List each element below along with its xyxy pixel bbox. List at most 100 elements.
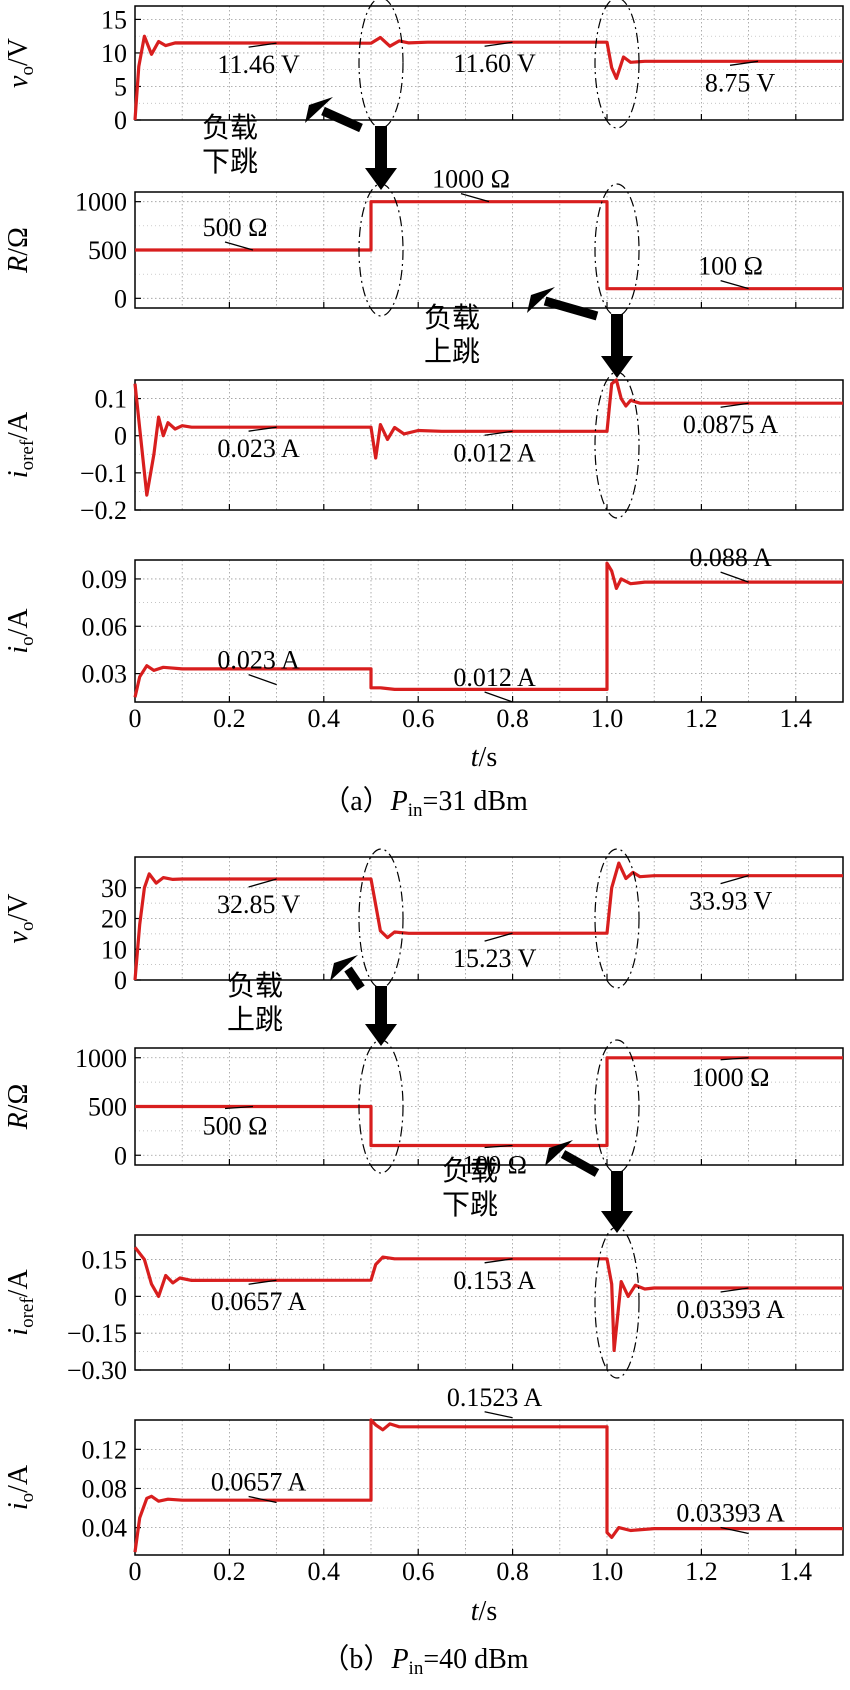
event-label: 负载	[424, 301, 480, 334]
x-tick-label: 0.6	[402, 704, 435, 733]
x-tick-label: 1.4	[780, 1557, 813, 1586]
annotation-leader	[720, 402, 749, 408]
figure-a: 0 5 10 15 vo/V 11.46 V 11.60 V 8.75 V 0 500 1000 R/…	[3, 0, 844, 821]
y-tick-label: −0.2	[80, 496, 127, 525]
annotation-leader	[484, 691, 513, 703]
annotation-leader	[224, 1105, 254, 1110]
y-tick-label: −0.15	[67, 1319, 127, 1348]
y-axis-label: io/A	[3, 608, 38, 654]
event-arrow-diagonal	[321, 106, 363, 133]
x-tick-label: 0.6	[402, 1557, 435, 1586]
figure-caption: （b）Pin=40 dBm	[321, 1643, 528, 1679]
event-arrow-diagonal	[543, 296, 599, 321]
x-tick-label: 1.4	[780, 704, 813, 733]
annotation-leader	[248, 1495, 277, 1504]
panel-R: 0 500 1000 R/Ω 500 Ω 100 Ω 1000 Ω	[3, 1039, 844, 1180]
y-tick-label: 500	[88, 1093, 127, 1122]
grid	[135, 380, 844, 511]
event-arrow-head	[330, 955, 358, 981]
annotation-label: 0.03393 A	[676, 1499, 785, 1528]
y-tick-label: −0.30	[67, 1356, 127, 1385]
annotation-label: 32.85 V	[217, 890, 301, 919]
annotation-leader	[248, 1279, 277, 1285]
panel-frame	[134, 1234, 844, 1371]
y-axis-label: R/Ω	[3, 1084, 34, 1131]
y-tick-label: 0.12	[82, 1435, 128, 1464]
annotation-leader	[248, 42, 277, 48]
annotation-label: 0.0657 A	[211, 1287, 307, 1316]
y-tick-label: 0	[114, 422, 127, 451]
annotation-label: 100 Ω	[462, 1151, 527, 1180]
y-tick-label: 0.04	[82, 1514, 128, 1543]
y-tick-label: 20	[101, 905, 127, 934]
y-tick-label: 1000	[75, 188, 127, 217]
x-tick-label: 0.8	[496, 1557, 529, 1586]
y-tick-label: 5	[114, 72, 127, 101]
annotation-label: 1000 Ω	[432, 165, 510, 194]
annotation-leader	[729, 60, 759, 66]
annotation-leader	[248, 878, 277, 888]
annotation-leader	[484, 430, 513, 436]
y-axis-label: ioref/A	[3, 1269, 38, 1336]
y-tick-label: 0	[114, 1282, 127, 1311]
event-arrow-head	[545, 1140, 573, 1166]
y-tick-label: 0.09	[82, 565, 128, 594]
event-arrow-down	[365, 126, 397, 190]
y-tick-label: 10	[101, 39, 127, 68]
y-tick-label: 30	[101, 874, 127, 903]
annotation-leader	[224, 241, 254, 251]
event-arrow-diagonal	[560, 1150, 600, 1177]
event-ellipse	[594, 0, 640, 129]
annotation-leader	[484, 1144, 513, 1149]
series-line	[133, 1246, 843, 1352]
y-tick-label: 0.03	[82, 660, 128, 689]
event-label: 负载	[442, 1154, 498, 1187]
y-axis-label: io/A	[3, 1464, 38, 1510]
panel-frame	[134, 5, 844, 121]
y-tick-label: 1000	[75, 1044, 127, 1073]
panel-io: 0.03 0.06 0.09 io/A 0.023 A 0.012 A 0.088 A	[3, 543, 844, 703]
event-label: 上跳	[424, 335, 480, 368]
annotation-label: 0.012 A	[453, 663, 536, 692]
annotation-leader	[720, 1057, 749, 1061]
x-tick-label: 0.4	[308, 704, 341, 733]
y-tick-label: 0	[114, 966, 127, 995]
event-ellipse	[594, 1226, 640, 1379]
annotation-leader	[720, 1526, 749, 1535]
annotation-leader	[248, 674, 277, 686]
figure-caption: （a）Pin=31 dBm	[322, 785, 528, 821]
y-tick-label: 15	[101, 5, 127, 34]
y-axis-label: vo/V	[3, 894, 38, 944]
event-ellipse	[594, 848, 640, 989]
event-arrow-head	[527, 287, 555, 313]
panel-ioref: −0.2 −0.1 0 0.1 ioref/A 0.023 A 0.012 A 0.0875 …	[3, 371, 844, 525]
x-tick-label: 0	[129, 704, 142, 733]
y-tick-label: 0	[114, 1141, 127, 1170]
panel-frame	[134, 559, 844, 703]
event-ellipse	[594, 371, 640, 519]
annotation-label: 0.0875 A	[683, 410, 779, 439]
annotation-label: 0.088 A	[689, 543, 772, 572]
event-label: 下跳	[202, 145, 258, 178]
x-tick-label: 0	[129, 1557, 142, 1586]
x-tick-label: 1.0	[591, 1557, 624, 1586]
x-axis-label: t/s	[471, 742, 497, 773]
annotation-leader	[248, 426, 277, 432]
panel-ioref: −0.30 −0.15 0 0.15 ioref/A 0.0657 A 0.153 A 0.0…	[3, 1226, 844, 1385]
event-ellipse	[594, 183, 640, 317]
y-tick-label: 0.15	[82, 1246, 128, 1275]
y-axis-label: R/Ω	[3, 227, 34, 274]
annotation-leader	[460, 193, 490, 203]
grid	[135, 1235, 844, 1371]
x-tick-label: 0.4	[308, 1557, 341, 1586]
annotation-label: 15.23 V	[453, 944, 537, 973]
annotation-label: 0.023 A	[217, 646, 300, 675]
annotation-leader	[720, 571, 749, 583]
x-tick-label: 1.0	[591, 704, 624, 733]
annotation-label: 0.03393 A	[676, 1295, 785, 1324]
series-line	[133, 1418, 843, 1553]
event-ellipse	[358, 848, 404, 989]
annotation-label: 0.023 A	[217, 434, 300, 463]
